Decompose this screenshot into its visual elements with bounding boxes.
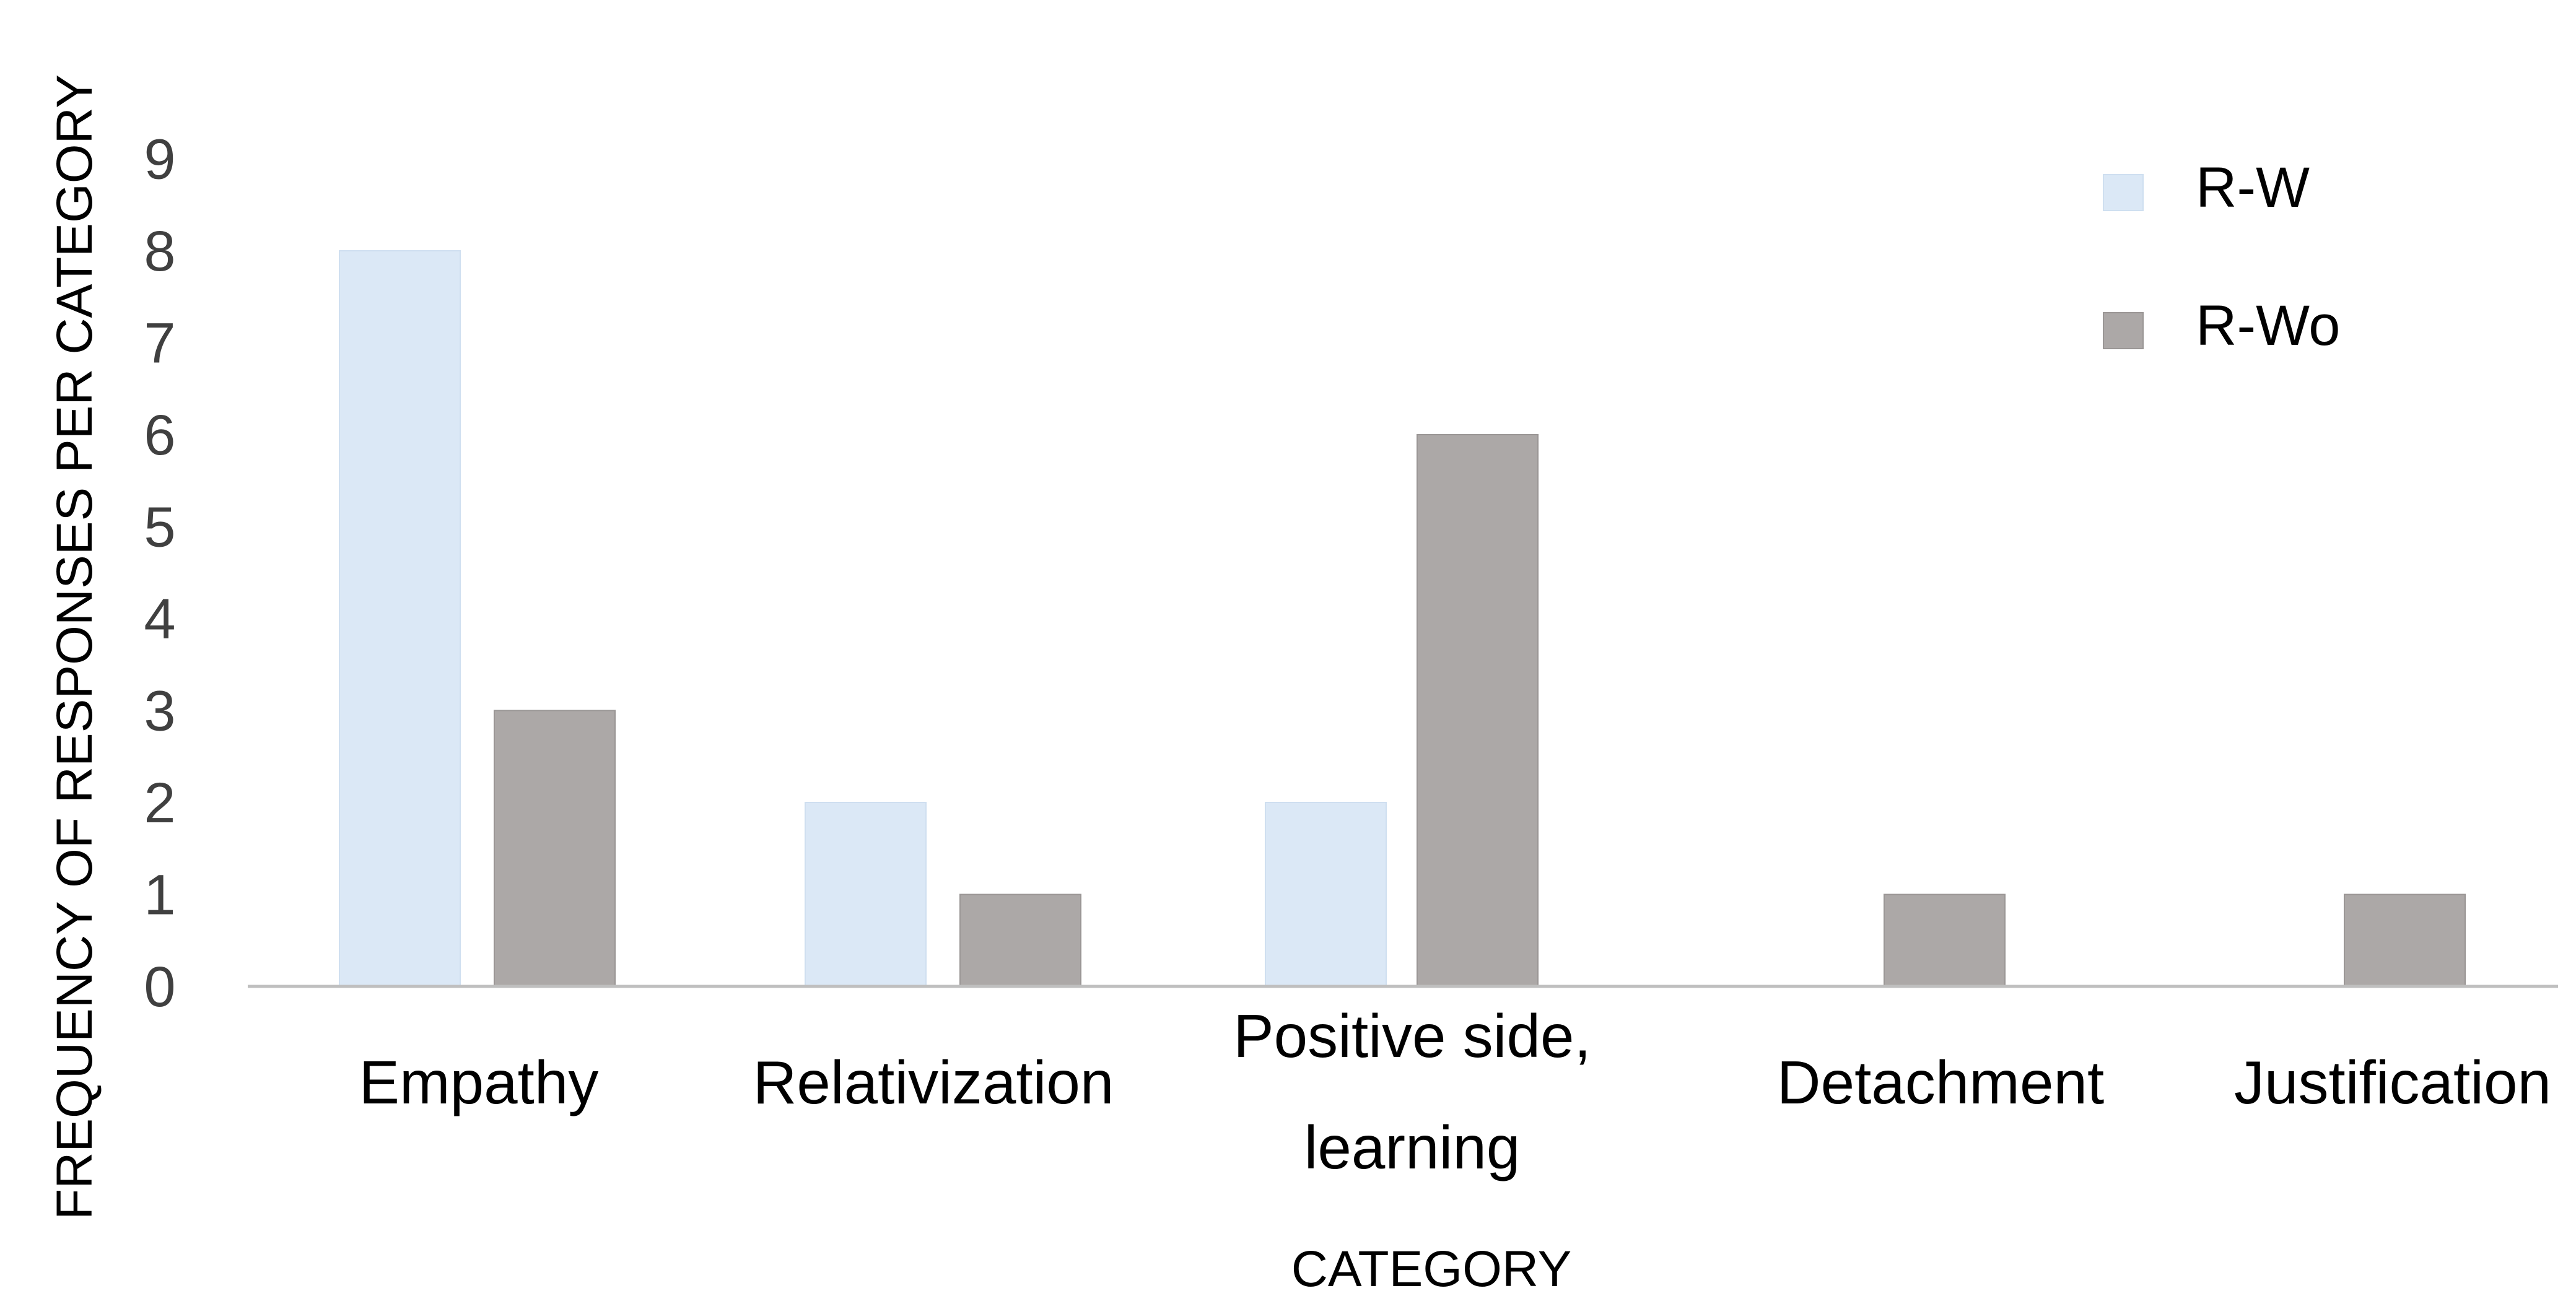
x-tick-label: Detachment: [1777, 1048, 2104, 1116]
legend-swatch-r-w: [2103, 174, 2144, 211]
bar-r-wo-2: [1417, 434, 1539, 987]
y-tick-label: 4: [144, 588, 175, 651]
y-tick-label: 7: [144, 312, 175, 375]
x-axis-category-labels: Empathy Relativization Positive side, learn…: [359, 1002, 2551, 1181]
y-tick-label: 8: [144, 220, 175, 283]
bars: [339, 250, 2466, 987]
bar-r-wo-0: [494, 710, 616, 987]
y-tick-label: 1: [144, 864, 175, 927]
x-axis-title: CATEGORY: [1291, 1241, 1572, 1297]
legend-label-r-wo: R-Wo: [2196, 294, 2340, 357]
y-tick-label: 9: [144, 128, 175, 191]
bar-r-w-2: [1265, 802, 1387, 987]
x-tick-label: learning: [1304, 1113, 1521, 1181]
y-tick-label: 6: [144, 404, 175, 467]
x-tick-label: Empathy: [359, 1048, 599, 1116]
y-axis-title: FREQUENCY OF RESPONSES PER CATEGORY: [46, 74, 103, 1220]
y-tick-label: 3: [144, 680, 175, 743]
legend: R-W R-Wo: [2103, 156, 2340, 357]
x-tick-label: Relativization: [753, 1048, 1114, 1116]
legend-swatch-r-wo: [2103, 312, 2144, 349]
y-tick-label: 0: [144, 955, 175, 1019]
y-axis-ticks: 0 1 2 3 4 5 6 7 8 9: [144, 128, 175, 1019]
bar-r-w-1: [805, 802, 927, 987]
bar-r-wo-3: [1884, 894, 2006, 987]
bar-r-w-0: [339, 250, 461, 987]
legend-label-r-w: R-W: [2196, 156, 2310, 219]
x-tick-label: Justification: [2234, 1048, 2551, 1116]
bar-r-wo-4: [2344, 894, 2466, 987]
x-tick-label: Positive side,: [1233, 1002, 1591, 1070]
y-tick-label: 2: [144, 772, 175, 835]
y-tick-label: 5: [144, 496, 175, 559]
bar-r-wo-1: [959, 894, 1081, 987]
